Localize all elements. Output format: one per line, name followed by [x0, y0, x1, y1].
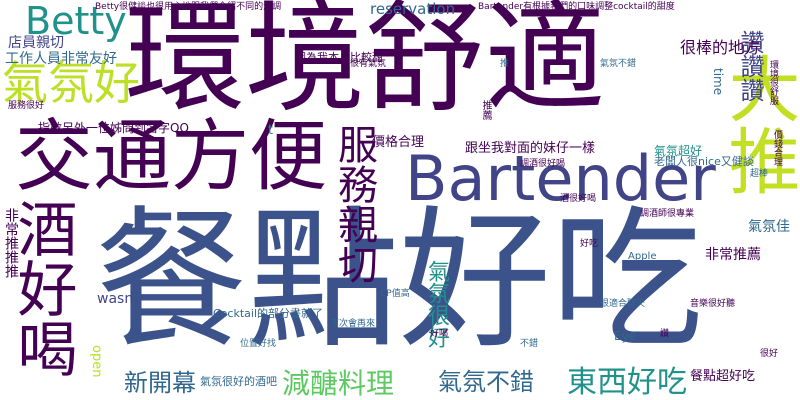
cloud-word: time: [711, 68, 725, 96]
cloud-word: 減醣料理: [282, 367, 395, 400]
cloud-word: 酒很好喝: [560, 194, 597, 204]
cloud-word: 非常推推推: [3, 208, 19, 278]
cloud-word: 餐點超好吃: [690, 369, 756, 384]
cloud-word: 服務親切: [331, 124, 377, 284]
cloud-word: 服務很好: [8, 101, 45, 111]
cloud-word: wasn: [97, 291, 134, 307]
cloud-word: 東西好吃: [567, 365, 687, 400]
cloud-word: 音樂很好聽: [690, 299, 736, 309]
cloud-word: 氣氛很好: [424, 260, 449, 348]
cloud-word: 非常推薦: [705, 247, 761, 263]
cloud-word: 新開幕: [124, 369, 196, 397]
cloud-word: Betty: [25, 0, 127, 43]
cloud-word: 老闆人很nice又健談: [654, 155, 754, 168]
cloud-word: 氣氛不錯: [438, 368, 534, 396]
cloud-word: 環境舒適: [125, 0, 605, 129]
cloud-word: 價錢合理: [772, 130, 782, 166]
cloud-word: 讚讚讚: [736, 30, 764, 102]
cloud-word: 氣氛超好: [654, 144, 703, 158]
cloud-word: 氣氛不錯: [600, 59, 637, 69]
cloud-word: 調酒師很專業: [640, 209, 695, 219]
cloud-word: reservation: [370, 0, 456, 18]
cloud-word: 價格合理: [372, 135, 425, 150]
cloud-word: 氣氛好: [2, 56, 140, 110]
cloud-word: 讚: [660, 329, 670, 339]
cloud-word: 大推: [716, 52, 800, 196]
cloud-word: 工作人員非常友好: [5, 51, 117, 67]
cloud-word: 指數另外一位姊問到名字QQ: [38, 121, 189, 135]
cloud-word: 環境很舒服: [768, 60, 778, 105]
cloud-word: 酒好喝: [7, 198, 77, 378]
cloud-word: 調酒很好喝: [520, 159, 566, 169]
cloud-word: 很適合聊天: [600, 299, 646, 309]
cloud-word: 好吃: [580, 239, 599, 249]
cloud-word: 推: [500, 59, 510, 69]
cloud-word: t: [268, 123, 274, 138]
cloud-word: 好喝: [430, 329, 449, 339]
cloud-word: Betty很健談也很用心地跟我們介紹不同的酒調: [95, 2, 282, 12]
cloud-word: 店員親切: [8, 35, 64, 51]
cloud-word: 餐點好吃: [95, 192, 703, 369]
cloud-word: 很棒的地方: [680, 38, 761, 57]
cloud-word: 位置好找: [240, 339, 277, 349]
cloud-word: Bartender有根據我們的口味調整cocktail的甜度: [478, 2, 675, 12]
cloud-word: Cocktail的部分書就了: [213, 307, 323, 320]
cloud-word: Bartender: [405, 142, 716, 215]
cloud-word: open: [89, 345, 104, 378]
cloud-word: 跟坐我對面的妹仔一樣: [465, 141, 596, 156]
cloud-word: CP值高: [380, 289, 410, 299]
cloud-word: 交通方便: [15, 112, 328, 202]
cloud-word: 很有氣氛: [350, 59, 387, 69]
cloud-word: 氣氛很好的酒吧: [200, 375, 277, 388]
cloud-word: 下次會再來: [330, 319, 376, 329]
cloud-word: Apple: [628, 251, 657, 262]
cloud-word: 很好: [760, 349, 779, 359]
cloud-word: 不錯: [520, 339, 539, 349]
cloud-word: Eye: [614, 329, 637, 343]
cloud-word: 因為我本身比較甜: [295, 51, 383, 64]
cloud-word: 氣氛佳: [748, 219, 790, 235]
cloud-word: 推薦: [480, 100, 491, 120]
cloud-word: 超棒: [750, 169, 769, 179]
